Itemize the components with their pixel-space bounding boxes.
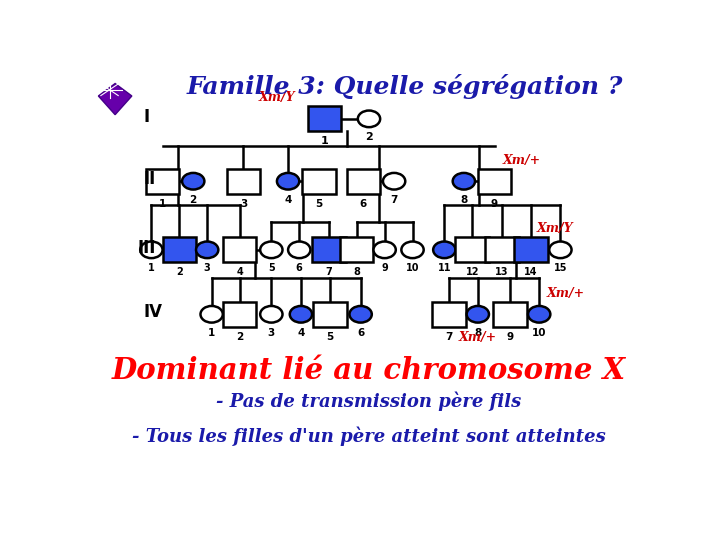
Bar — [432, 302, 466, 327]
Text: 8: 8 — [354, 267, 360, 278]
Text: IV: IV — [143, 303, 162, 321]
Bar — [478, 168, 511, 194]
Text: 5: 5 — [268, 263, 275, 273]
Text: 5: 5 — [326, 332, 333, 342]
Text: 14: 14 — [524, 267, 538, 278]
Circle shape — [289, 306, 312, 322]
Bar — [163, 238, 196, 262]
Text: 3: 3 — [240, 199, 247, 208]
Text: 8: 8 — [474, 328, 482, 338]
Text: 7: 7 — [390, 194, 397, 205]
Bar — [302, 168, 336, 194]
Text: 10: 10 — [532, 328, 546, 338]
Text: 11: 11 — [438, 263, 451, 273]
Circle shape — [433, 241, 456, 258]
Circle shape — [383, 173, 405, 190]
Bar — [340, 238, 374, 262]
Text: - Tous les filles d'un père atteint sont atteintes: - Tous les filles d'un père atteint sont… — [132, 427, 606, 446]
Text: 6: 6 — [357, 328, 364, 338]
Circle shape — [401, 241, 423, 258]
Circle shape — [549, 241, 572, 258]
Text: 1: 1 — [159, 199, 166, 208]
Circle shape — [288, 241, 310, 258]
Text: 9: 9 — [382, 263, 388, 273]
Text: 6: 6 — [296, 263, 302, 273]
Text: 9: 9 — [507, 332, 514, 342]
Text: 1: 1 — [208, 328, 215, 338]
Bar — [485, 238, 518, 262]
Text: 8: 8 — [460, 194, 467, 205]
Circle shape — [140, 241, 163, 258]
Text: 10: 10 — [406, 263, 419, 273]
Circle shape — [277, 173, 300, 190]
Bar — [313, 302, 347, 327]
Circle shape — [182, 173, 204, 190]
Text: Xm/+: Xm/+ — [503, 154, 541, 167]
Circle shape — [467, 306, 489, 322]
Text: 1: 1 — [320, 136, 328, 146]
Bar — [493, 302, 527, 327]
Text: 3: 3 — [204, 263, 210, 273]
Text: 2: 2 — [236, 332, 243, 342]
Bar — [347, 168, 380, 194]
Bar — [145, 168, 179, 194]
Circle shape — [453, 173, 475, 190]
Bar — [222, 302, 256, 327]
Text: Xm/Y: Xm/Y — [536, 222, 573, 235]
Text: 4: 4 — [284, 194, 292, 205]
Bar — [222, 238, 256, 262]
Circle shape — [260, 306, 282, 322]
Text: 4: 4 — [297, 328, 305, 338]
Text: III: III — [138, 239, 156, 256]
Bar — [307, 106, 341, 131]
Text: 2: 2 — [365, 132, 373, 142]
Bar — [514, 238, 547, 262]
Text: 4: 4 — [236, 267, 243, 278]
Circle shape — [260, 241, 282, 258]
Text: II: II — [143, 170, 156, 188]
Circle shape — [349, 306, 372, 322]
Text: 2: 2 — [189, 194, 197, 205]
Text: 15: 15 — [554, 263, 567, 273]
Circle shape — [196, 241, 218, 258]
Text: 13: 13 — [495, 267, 508, 278]
Text: 6: 6 — [360, 199, 367, 208]
Polygon shape — [99, 84, 132, 114]
Text: Xm/+: Xm/+ — [546, 287, 585, 300]
Text: I: I — [143, 108, 149, 126]
Text: Xm/+: Xm/+ — [459, 331, 497, 344]
Text: Famille 3: Quelle ségrégation ?: Famille 3: Quelle ségrégation ? — [187, 74, 624, 99]
Circle shape — [374, 241, 396, 258]
Text: 3: 3 — [268, 328, 275, 338]
Circle shape — [200, 306, 222, 322]
Text: 5: 5 — [315, 199, 323, 208]
Text: 7: 7 — [325, 267, 332, 278]
Text: 7: 7 — [445, 332, 452, 342]
Bar — [227, 168, 260, 194]
Circle shape — [358, 111, 380, 127]
Text: 1: 1 — [148, 263, 155, 273]
Text: - Pas de transmission père fils: - Pas de transmission père fils — [217, 391, 521, 411]
Text: 2: 2 — [176, 267, 183, 278]
Text: 12: 12 — [466, 267, 479, 278]
Text: Xm/Y: Xm/Y — [258, 91, 295, 104]
Bar — [456, 238, 489, 262]
Circle shape — [528, 306, 550, 322]
Bar — [312, 238, 346, 262]
Text: 9: 9 — [491, 199, 498, 208]
Text: Dominant lié au chromosome X: Dominant lié au chromosome X — [112, 356, 626, 385]
